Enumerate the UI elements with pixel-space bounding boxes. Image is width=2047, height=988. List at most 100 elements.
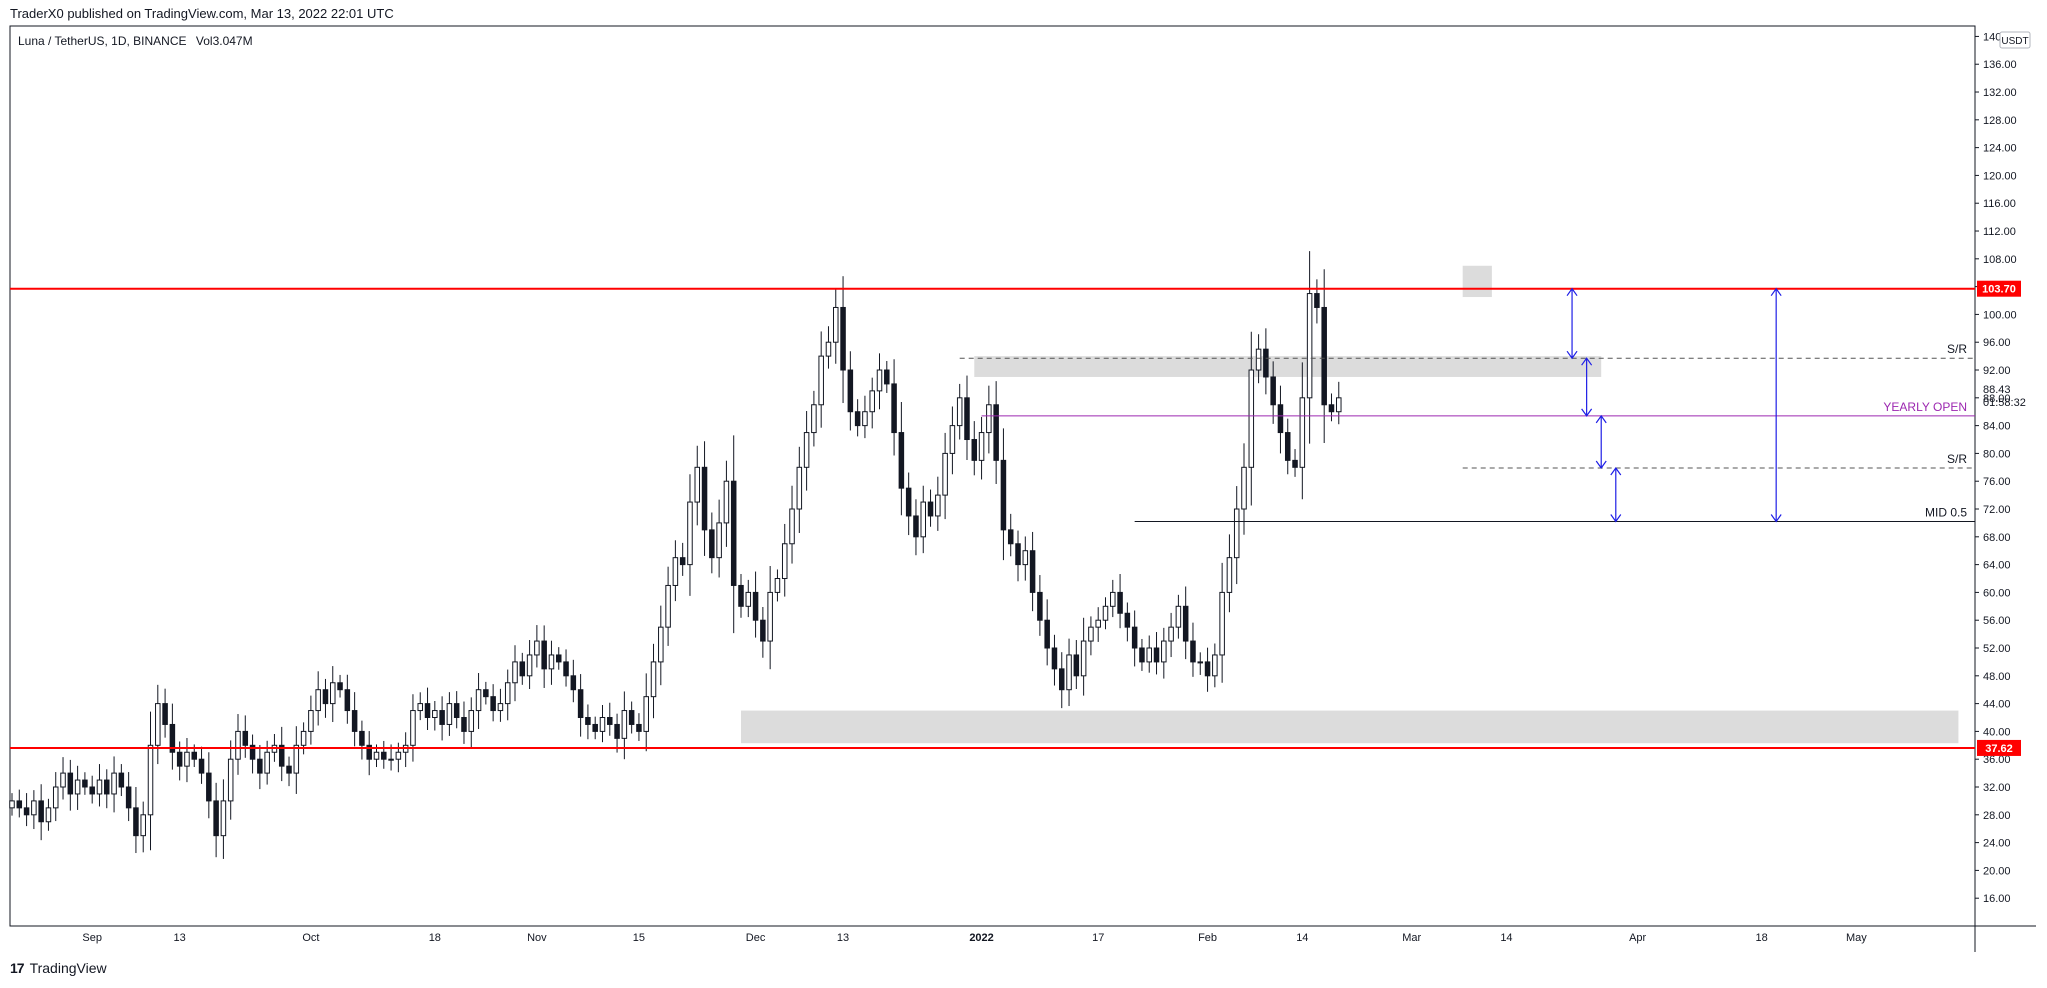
candle: [366, 731, 372, 776]
candle-body-up: [1248, 369, 1255, 468]
candle-body-up: [475, 689, 482, 712]
candle: [1270, 361, 1276, 424]
candle: [1095, 607, 1101, 642]
candle-body-up: [432, 710, 438, 719]
candle-body-up: [1212, 654, 1218, 677]
candle: [760, 607, 766, 658]
time-tick-label: 17: [1092, 932, 1104, 944]
price-tick-label: 16.00: [1983, 893, 2011, 905]
candle: [636, 713, 642, 741]
candle-body-down: [125, 786, 132, 809]
candle-body-down: [614, 723, 620, 739]
candle-body-up: [767, 591, 773, 642]
candle-body-down: [1153, 647, 1160, 663]
arrow-head-up-icon: [1610, 466, 1622, 476]
candle: [752, 571, 759, 638]
candle: [497, 688, 504, 722]
candle-body-down: [1328, 404, 1335, 413]
candle-body-down: [701, 466, 708, 531]
candle: [504, 669, 511, 721]
time-axis[interactable]: Sep 13 Oct 18 Nov 15 Dec 13 2022 17 Feb 14 Mar 14 Apr 1…: [82, 932, 1867, 944]
candle-body-up: [468, 710, 475, 732]
candle-body-down: [1182, 605, 1189, 642]
candle-body-down: [424, 703, 431, 719]
candle-body-up: [1255, 348, 1262, 371]
candle-body-down: [971, 439, 978, 461]
candle: [213, 782, 219, 858]
candle: [570, 659, 577, 703]
candle-body-up: [1336, 397, 1342, 413]
candle-body-down: [541, 640, 547, 670]
candle: [563, 649, 569, 687]
candle-body-up: [745, 591, 752, 607]
candle: [38, 784, 44, 841]
candle-body-up: [534, 640, 540, 656]
candle-body-up: [825, 341, 832, 357]
candle: [650, 643, 657, 719]
candle: [942, 432, 948, 520]
candle-body-up: [665, 584, 671, 628]
candle-body-up: [949, 425, 956, 454]
candle: [745, 579, 752, 618]
measure-arrow: [1566, 287, 1578, 360]
candle-body-up: [599, 717, 606, 732]
candle: [359, 720, 365, 760]
candle-body-down: [337, 682, 343, 691]
candle-body-down: [23, 807, 30, 816]
price-tick-label: 40.00: [1983, 726, 2011, 738]
price-tick-label: 64.00: [1983, 560, 2011, 572]
candle: [1255, 334, 1262, 384]
candle: [74, 765, 81, 810]
candle-body-down: [1314, 293, 1320, 308]
sr-lower-label: S/R: [1947, 452, 1967, 466]
candle-body-up: [96, 779, 103, 795]
arrow-head-down-icon: [1610, 514, 1622, 523]
candle-body-up: [111, 772, 117, 795]
candle: [694, 445, 701, 526]
candle: [935, 476, 941, 531]
candle-body-down: [322, 689, 329, 705]
candle: [278, 726, 285, 782]
price-tick-label: 124.00: [1983, 143, 2017, 155]
candle: [52, 772, 59, 822]
candle-body-up: [935, 494, 941, 517]
candle-body-down: [483, 689, 489, 698]
tradingview-footer[interactable]: 17 TradingView: [10, 960, 107, 976]
candle-body-up: [862, 411, 868, 427]
candle-body-down: [213, 800, 219, 837]
candle-body-down: [555, 654, 562, 663]
candle: [1080, 617, 1087, 696]
price-tick-label: 84.00: [1983, 421, 2011, 433]
candle-body-up: [300, 730, 307, 746]
candle-body-down: [738, 584, 744, 607]
candle: [1029, 531, 1036, 612]
volume-label: Vol: [195, 34, 213, 48]
candle: [1204, 647, 1211, 692]
candle-body-down: [198, 758, 205, 774]
candle-body-down: [16, 800, 23, 809]
candle-body-down: [242, 730, 249, 746]
price-axis[interactable]: 16.00 20.00 24.00 28.00 32.00 36.00 40.00 44.00…: [1975, 31, 2031, 905]
candle: [643, 673, 649, 752]
candle: [1212, 643, 1218, 688]
candle: [1219, 562, 1225, 683]
candle-body-down: [1007, 529, 1014, 545]
candle-body-up: [9, 800, 15, 809]
candle-body-up: [140, 814, 146, 837]
time-tick-label: Nov: [527, 932, 547, 944]
candle: [184, 738, 190, 783]
price-badge-label: 103.70: [1982, 284, 2016, 296]
candles-layer: [9, 251, 1342, 859]
volume-value: 3.047M: [212, 34, 253, 48]
candle-body-down: [1204, 661, 1211, 677]
candle: [432, 701, 438, 731]
candle-body-down: [847, 369, 854, 413]
price-badges-layer: 103.70 37.62: [1977, 280, 2021, 756]
candle-body-down: [176, 751, 183, 767]
candle: [738, 573, 744, 618]
arrow-head-down-icon: [1566, 350, 1578, 360]
candle: [614, 713, 620, 753]
candle: [322, 678, 329, 718]
candle-body-down: [628, 710, 635, 725]
